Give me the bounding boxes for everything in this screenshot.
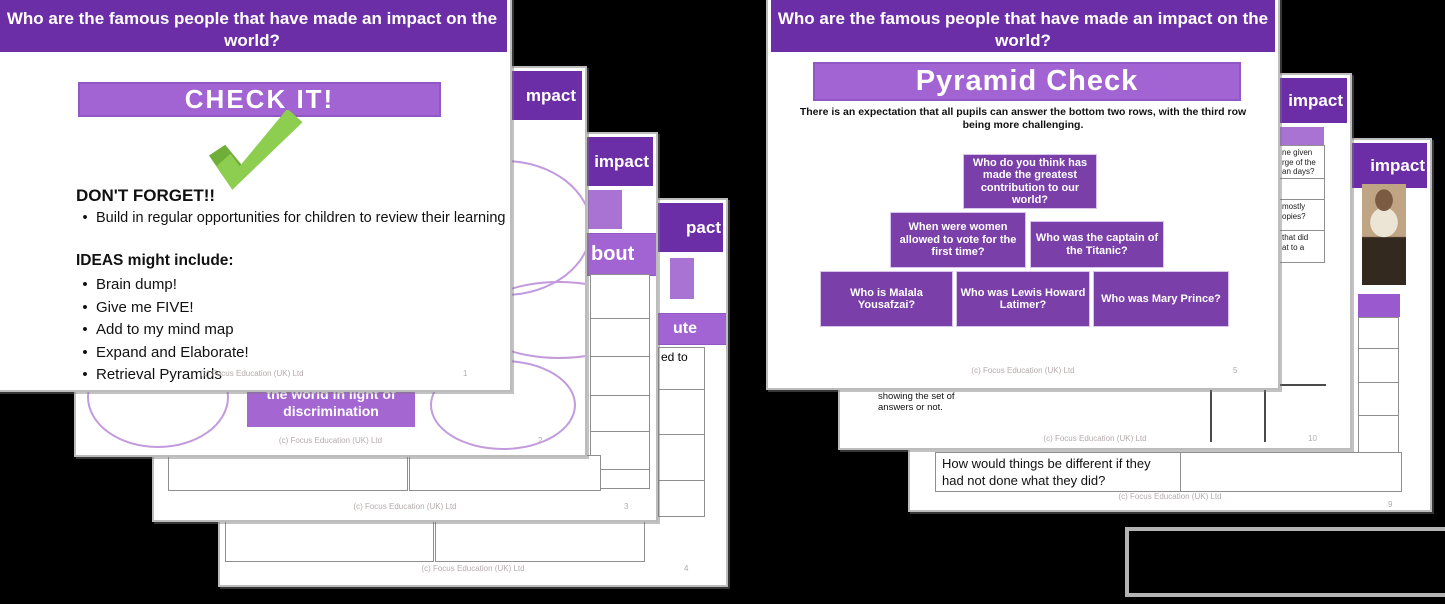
table-cell [591,469,649,493]
pyramid-question-top: Who do you think has made the greatest c… [963,154,1097,209]
slide4-copyright: (c) Focus Education (UK) Ltd [421,564,525,573]
dont-forget-heading: DON'T FORGET!! [76,186,216,205]
slide-thumbnail-5[interactable]: Who are the famous people that have made… [766,0,1280,390]
table-cell: ne given rge of the an days? [1282,148,1316,176]
slide9-copyright: (c) Focus Education (UK) Ltd [1118,492,1222,501]
list-item: • Retrieval Pyramids [74,364,494,387]
answer-box [435,520,645,562]
bullet-dot: • [82,276,88,293]
pyramid-question-bottom-mid: Who was Lewis Howard Latimer? [956,271,1090,327]
pyramid-question-bottom-left: Who is Malala Yousafzai? [820,271,953,327]
list-item: • Give me FIVE! [74,297,494,320]
table-cell [1359,382,1398,415]
answer-box [409,455,601,491]
green-check-icon [209,110,303,190]
table-cell: that did at to a [1280,230,1324,263]
table-border-line [1264,385,1266,442]
purple-box-fragment [588,190,622,229]
ideas-list: • Brain dump! • Give me FIVE! • Add to my m… [74,274,494,387]
table-cell [1359,415,1398,457]
table-cell [591,356,649,395]
table-cell [591,275,649,318]
slide4-page-number: 4 [684,564,689,573]
slide3-banner-fragment: bout [580,233,656,276]
slide-thumbnail-1[interactable]: Who are the famous people that have made… [0,0,512,392]
slide4-table-fragment: ed to [658,347,705,517]
table-cell [659,480,704,519]
slide1-copyright: (c) Focus Education (UK) Ltd [200,369,304,378]
bullet-dot: • [82,298,88,316]
table-cell [591,318,649,356]
bullet-dot: • [82,366,88,383]
question-row: How would things be different if they ha… [935,452,1402,492]
table-cell: mostly opies? [1280,199,1324,230]
table-cell [591,431,649,469]
slide5-banner: Pyramid Check [813,62,1241,101]
slide3-table-fragment [590,274,650,489]
purple-box-fragment [670,258,694,299]
table-cell: ed to [661,350,688,364]
table-cell [1359,348,1398,382]
slide5-copyright: (c) Focus Education (UK) Ltd [971,366,1075,375]
slide4-title-fragment: pact [686,218,721,237]
slide9-title-fragment: impact [1370,156,1425,175]
slide3-page-number: 3 [624,502,629,511]
table-cell [659,389,704,434]
table-border-line [1210,385,1212,442]
bullet-dot: • [82,321,88,338]
slide4-banner-fragment: ute [650,313,726,345]
table-cell [659,434,704,480]
answer-box [168,455,408,491]
pyramid-question-mid-right: Who was the captain of the Titanic? [1030,221,1164,268]
slide5-intro: There is an expectation that all pupils … [799,106,1247,131]
slide3-title-fragment: impact [594,152,649,171]
question-cell: How would things be different if they ha… [936,453,1181,491]
table-cell [1280,178,1324,199]
slide2-copyright: (c) Focus Education (UK) Ltd [278,436,383,445]
slide10-title-fragment: impact [1288,91,1343,110]
list-item: • Add to my mind map [74,319,494,342]
table-border-line [1280,384,1326,386]
slide5-page-number: 5 [1233,366,1238,375]
ideas-heading: IDEAS might include: [76,252,234,269]
vintage-portrait-photo [1362,184,1406,285]
slide5-title: Who are the famous people that have made… [771,0,1275,52]
pyramid-question-mid-left: When were women allowed to vote for the … [890,212,1026,268]
purple-box-fragment [1358,294,1400,317]
slide10-page-number: 10 [1308,434,1317,443]
slide1-page-number: 1 [463,369,468,378]
bullet-dot: • [82,343,88,361]
slide2-page-number: 2 [538,436,543,445]
list-item: • Brain dump! [74,274,494,297]
slide2-title-fragment: mpact [525,86,576,105]
slide9-page-number: 9 [1388,500,1393,509]
slide10-copyright: (c) Focus Education (UK) Ltd [1043,434,1147,443]
slide3-copyright: (c) Focus Education (UK) Ltd [353,502,457,511]
table-cell [591,395,649,431]
answer-box [225,520,434,562]
pyramid-question-bottom-right: Who was Mary Prince? [1093,271,1229,327]
list-item: • Expand and Elaborate! [74,342,494,365]
table-cell [1359,318,1398,348]
slide9-table-fragment [1358,317,1399,455]
slide1-title: Who are the famous people that have made… [0,0,507,52]
clipped-slide-edge [1125,527,1445,597]
slide1-banner: CHECK IT! [78,82,441,117]
bullet-dot: • [82,210,88,226]
dont-forget-bullet: • Build in regular opportunities for chi… [74,209,506,227]
slide10-question-table: ne given rge of the an days? mostly opie… [1279,145,1325,263]
